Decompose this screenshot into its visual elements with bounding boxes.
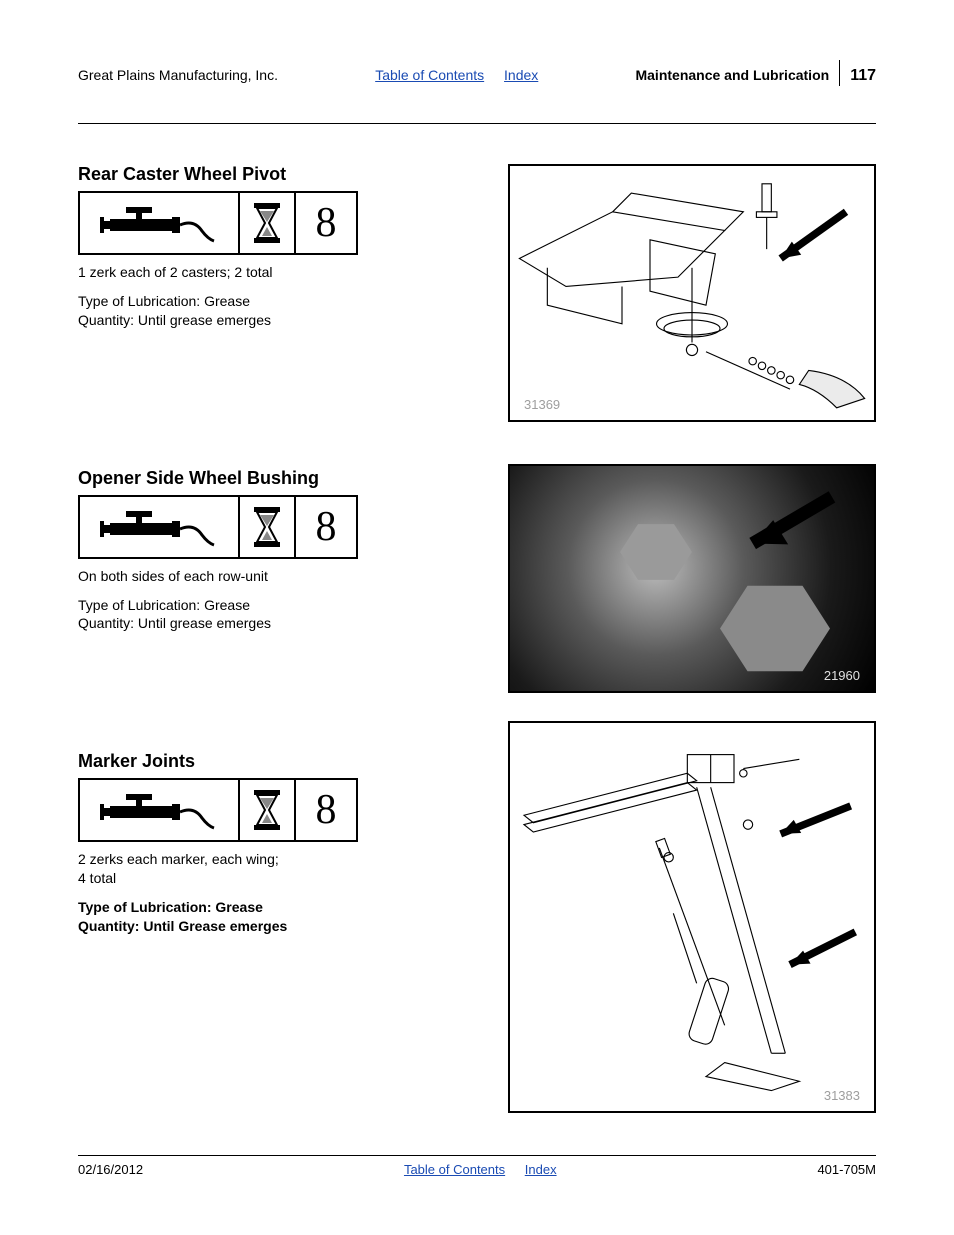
toc-link[interactable]: Table of Contents xyxy=(375,67,484,83)
grease-gun-icon xyxy=(80,193,240,253)
left-column: Rear Caster Wheel Pivot xyxy=(78,164,480,1113)
grease-gun-icon xyxy=(80,780,240,840)
footer-nav: Table of Contents Index xyxy=(143,1162,817,1177)
header-company: Great Plains Manufacturing, Inc. xyxy=(78,67,278,83)
zerk-count: 1 zerk each of 2 casters; 2 total xyxy=(78,263,480,282)
zerk-count: 2 zerks each marker, each wing; xyxy=(78,850,480,869)
zerk-count-line2: 4 total xyxy=(78,869,480,888)
footer-doc-id: 401-705M xyxy=(817,1162,876,1177)
grease-gun-icon xyxy=(80,497,240,557)
section-heading: Rear Caster Wheel Pivot xyxy=(78,164,480,185)
footer-date: 02/16/2012 xyxy=(78,1162,143,1177)
section-opener-bushing: Opener Side Wheel Bushing xyxy=(78,468,480,634)
footer-rule xyxy=(78,1155,876,1156)
interval-hours: 8 xyxy=(296,780,356,840)
caster-diagram xyxy=(510,166,874,420)
section-heading: Marker Joints xyxy=(78,751,480,772)
lube-type: Type of Lubrication: Grease xyxy=(78,898,480,917)
page-footer: 02/16/2012 Table of Contents Index 401-7… xyxy=(78,1155,876,1177)
interval-hours: 8 xyxy=(296,193,356,253)
footer-index-link[interactable]: Index xyxy=(525,1162,557,1177)
figure-opener-bushing: 21960 xyxy=(508,464,876,693)
lube-qty: Quantity: Until grease emerges xyxy=(78,311,480,330)
zerk-count: On both sides of each row-unit xyxy=(78,567,480,586)
hourglass-icon xyxy=(240,193,296,253)
page-number: 117 xyxy=(850,67,876,85)
figure-marker-joints: 31383 xyxy=(508,721,876,1113)
lube-box: 8 xyxy=(78,191,358,255)
header-right: Maintenance and Lubrication 117 xyxy=(635,54,876,85)
page-header: Great Plains Manufacturing, Inc. Table o… xyxy=(78,54,876,85)
lube-qty: Quantity: Until Grease emerges xyxy=(78,917,480,936)
figure-id: 21960 xyxy=(824,668,860,683)
footer-row: 02/16/2012 Table of Contents Index 401-7… xyxy=(78,1162,876,1177)
section-desc: On both sides of each row-unit Type of L… xyxy=(78,567,480,634)
figure-caster-pivot: 31369 xyxy=(508,164,876,422)
index-link[interactable]: Index xyxy=(504,67,538,83)
header-divider xyxy=(839,60,840,86)
lube-box: 8 xyxy=(78,495,358,559)
section-title: Maintenance and Lubrication xyxy=(635,67,829,83)
lube-qty: Quantity: Until grease emerges xyxy=(78,614,480,633)
header-rule xyxy=(78,123,876,124)
page: Great Plains Manufacturing, Inc. Table o… xyxy=(0,0,954,1235)
photo-arrow xyxy=(510,466,874,691)
section-marker-joints: Marker Joints xyxy=(78,751,480,936)
section-desc: 2 zerks each marker, each wing; 4 total … xyxy=(78,850,480,936)
section-heading: Opener Side Wheel Bushing xyxy=(78,468,480,489)
lube-box: 8 xyxy=(78,778,358,842)
hourglass-icon xyxy=(240,780,296,840)
hourglass-icon xyxy=(240,497,296,557)
lube-type: Type of Lubrication: Grease xyxy=(78,596,480,615)
header-nav: Table of Contents Index xyxy=(278,67,635,83)
lube-type: Type of Lubrication: Grease xyxy=(78,292,480,311)
footer-toc-link[interactable]: Table of Contents xyxy=(404,1162,505,1177)
figure-id: 31369 xyxy=(524,397,560,412)
right-column: 31369 21960 xyxy=(508,164,876,1113)
interval-hours: 8 xyxy=(296,497,356,557)
marker-diagram xyxy=(510,723,874,1111)
section-rear-caster: Rear Caster Wheel Pivot xyxy=(78,164,480,330)
content-columns: Rear Caster Wheel Pivot xyxy=(78,164,876,1113)
section-desc: 1 zerk each of 2 casters; 2 total Type o… xyxy=(78,263,480,330)
figure-id: 31383 xyxy=(824,1088,860,1103)
